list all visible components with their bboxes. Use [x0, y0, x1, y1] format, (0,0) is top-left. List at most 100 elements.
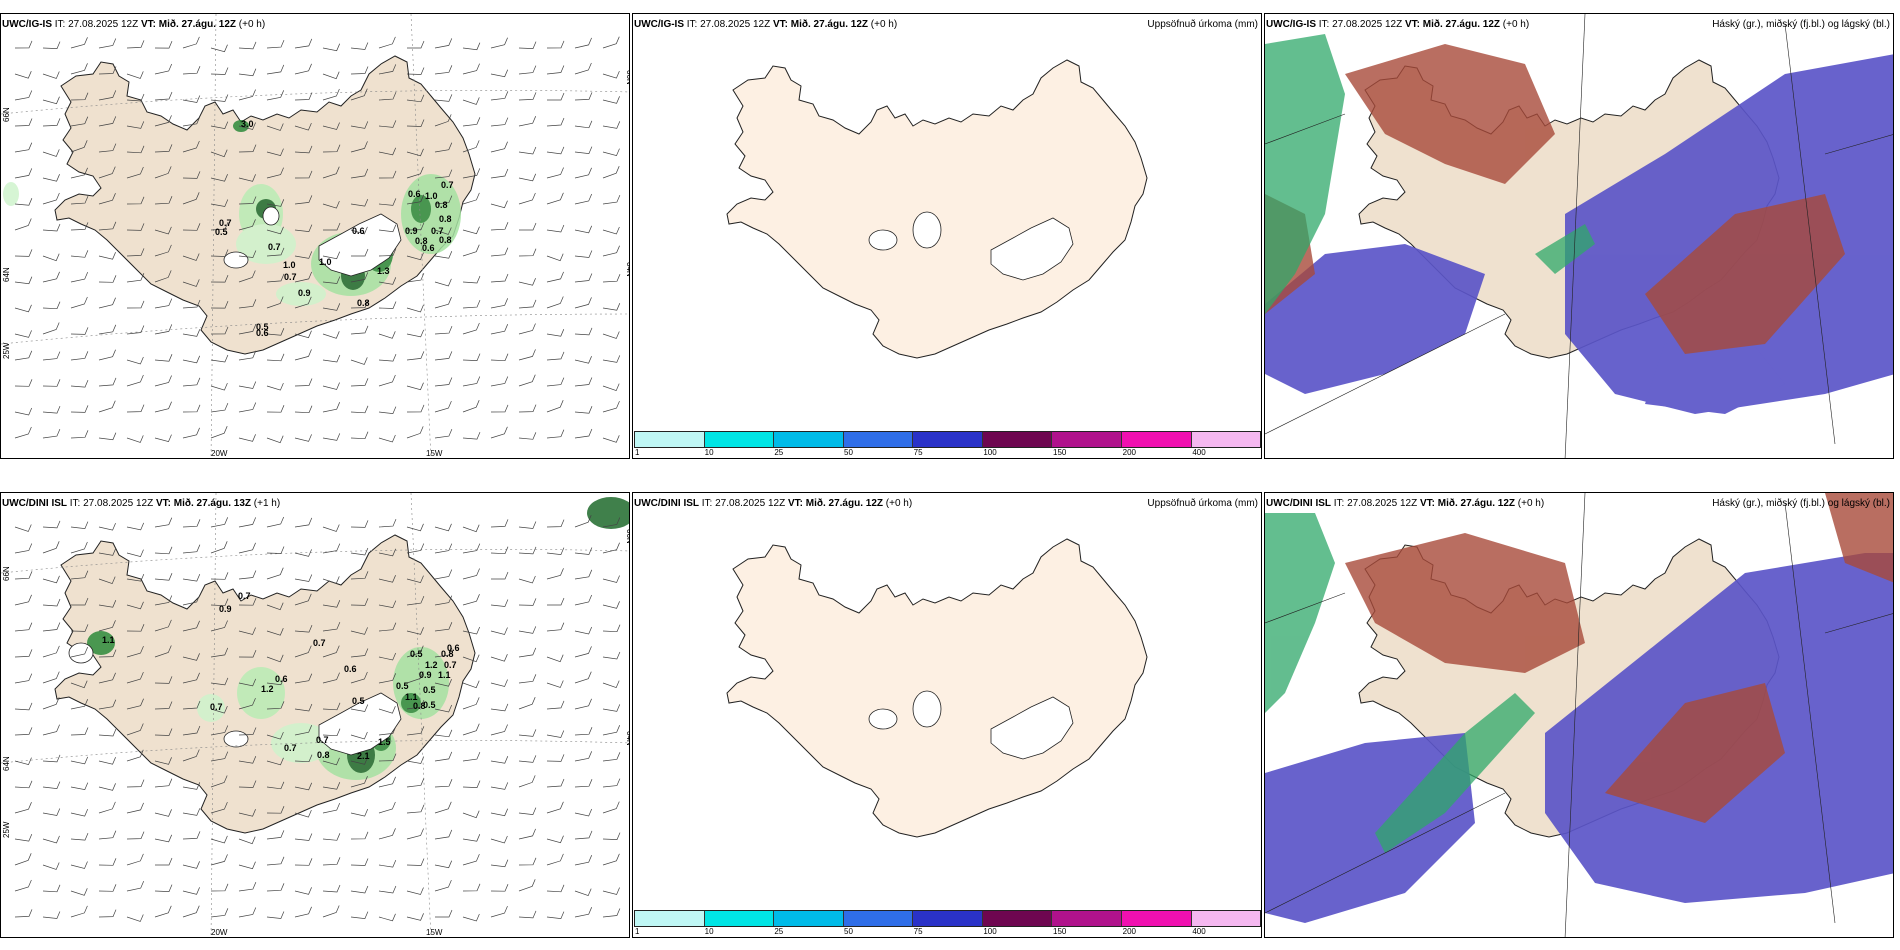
wind-barb — [70, 296, 88, 309]
wind-barb — [238, 907, 257, 918]
panel-header: UWC/DINI ISL IT: 27.08.2025 12Z VT: Mið.… — [1266, 498, 1544, 510]
wind-barb — [294, 330, 312, 339]
wind-barb — [70, 541, 88, 554]
wind-barb — [406, 304, 424, 313]
wind-barb — [182, 427, 200, 439]
wind-barb — [462, 431, 481, 440]
wind-barb — [602, 355, 621, 363]
lat-label-25w: 25W — [2, 342, 11, 359]
wind-barb — [182, 519, 201, 528]
wind-barb — [350, 405, 369, 414]
wind-barb — [210, 382, 228, 391]
wind-barb — [378, 91, 397, 101]
map-panel-accum-precip-dini[interactable]: UWC/DINI ISL IT: 27.08.2025 12Z VT: Mið.… — [632, 492, 1262, 938]
wind-barb — [434, 400, 452, 413]
wind-barb — [182, 594, 201, 606]
wind-barb — [602, 96, 620, 104]
wind-barb — [154, 244, 172, 257]
colorbar-tick-label: 100 — [983, 927, 997, 936]
wind-barb — [490, 905, 508, 918]
wind-barb — [378, 828, 396, 840]
wind-barb — [42, 192, 60, 205]
map-panel-accum-precip-ig-is[interactable]: UWC/IG-IS IT: 27.08.2025 12Z VT: Mið. 27… — [632, 13, 1262, 459]
wind-barb — [266, 701, 285, 710]
wind-barb — [42, 835, 60, 844]
wind-barb — [98, 620, 116, 632]
wind-barb — [98, 432, 117, 441]
wind-barb — [574, 250, 593, 258]
wind-barb — [602, 70, 620, 79]
wind-barb — [322, 354, 341, 363]
wind-barb — [70, 63, 88, 75]
wind-barb — [294, 887, 312, 895]
wind-barb — [14, 426, 32, 439]
wind-barb — [350, 671, 368, 684]
lat-label-66n-right: 66N — [625, 529, 630, 544]
wind-barb — [546, 296, 564, 309]
map-panel-clouds-ig-is[interactable]: UWC/IG-IS IT: 27.08.2025 12Z VT: Mið. 27… — [1264, 13, 1894, 459]
wind-barb — [462, 42, 481, 51]
wind-barb — [70, 37, 88, 49]
precip-value-label: 0.7 — [313, 638, 326, 648]
wind-barb — [70, 624, 89, 632]
map-panel-wind-precip-dini[interactable]: 0.7 0.9 1.1 0.7 0.6 0.6 1.2 0.7 0.5 0.7 0.7 0.8 2.1 1… — [0, 492, 630, 938]
wind-barb — [323, 222, 341, 231]
wind-barb — [126, 145, 145, 154]
wind-barb — [154, 324, 173, 335]
wind-barb — [126, 166, 144, 179]
wind-barb — [182, 223, 201, 231]
colorbar-swatch — [1052, 432, 1122, 447]
wind-barb — [182, 672, 200, 684]
wind-barb — [70, 351, 89, 361]
wind-barb — [294, 145, 313, 154]
map-panel-clouds-dini[interactable]: UWC/DINI ISL IT: 27.08.2025 12Z VT: Mið.… — [1264, 492, 1894, 938]
wind-barb — [14, 142, 33, 153]
wind-barb — [434, 65, 453, 75]
wind-barb — [518, 857, 537, 866]
wind-barb — [434, 523, 452, 532]
wind-barb — [322, 524, 340, 532]
wind-barb — [574, 888, 592, 897]
wind-barb — [574, 907, 593, 918]
wind-barb — [518, 697, 536, 710]
wind-barb — [518, 755, 537, 763]
precip-value-label: 0.8 — [435, 200, 448, 210]
wind-barb — [210, 149, 228, 158]
wind-barb — [98, 193, 116, 205]
wind-barb — [126, 435, 144, 443]
wind-barb — [266, 856, 285, 866]
wind-barb — [126, 325, 145, 335]
lead-time: (+0 h) — [885, 498, 913, 509]
wind-barb — [406, 252, 424, 261]
wind-barb — [266, 781, 285, 790]
wind-barb — [378, 776, 396, 788]
wind-barb — [602, 226, 620, 235]
wind-barb — [98, 221, 117, 231]
map-panel-wind-precip-ig-is[interactable]: 3.0 0.7 0.5 0.7 1.0 0.7 0.9 1.0 0.6 1.3 0.8 0.5 0.6 0… — [0, 13, 630, 459]
wind-barb — [350, 42, 369, 50]
wind-barb — [490, 756, 509, 764]
valid-time: Mið. 27.águ. 12Z — [1422, 19, 1500, 30]
wind-barb — [42, 71, 60, 79]
wind-barb — [182, 299, 201, 309]
wind-barb — [350, 300, 369, 309]
wind-barb — [238, 89, 256, 101]
wind-barb — [14, 90, 33, 101]
wind-barb — [602, 651, 621, 660]
wind-barb — [434, 325, 453, 335]
wind-barb — [518, 173, 537, 182]
wind-barb — [322, 200, 340, 209]
precip-value-label: 0.7 — [210, 702, 223, 712]
precip-value-label: 1.1 — [438, 670, 451, 680]
wind-barb — [434, 94, 453, 102]
wind-barb — [462, 353, 481, 361]
precip-value-label: 0.5 — [423, 685, 436, 695]
wind-barb — [14, 802, 32, 814]
wind-barb — [602, 274, 621, 283]
wind-barb — [546, 884, 565, 893]
wind-barb — [98, 377, 117, 387]
wind-barb — [322, 331, 340, 339]
wind-barb — [14, 702, 33, 711]
wind-barb — [434, 169, 453, 179]
wind-barb — [378, 36, 396, 49]
